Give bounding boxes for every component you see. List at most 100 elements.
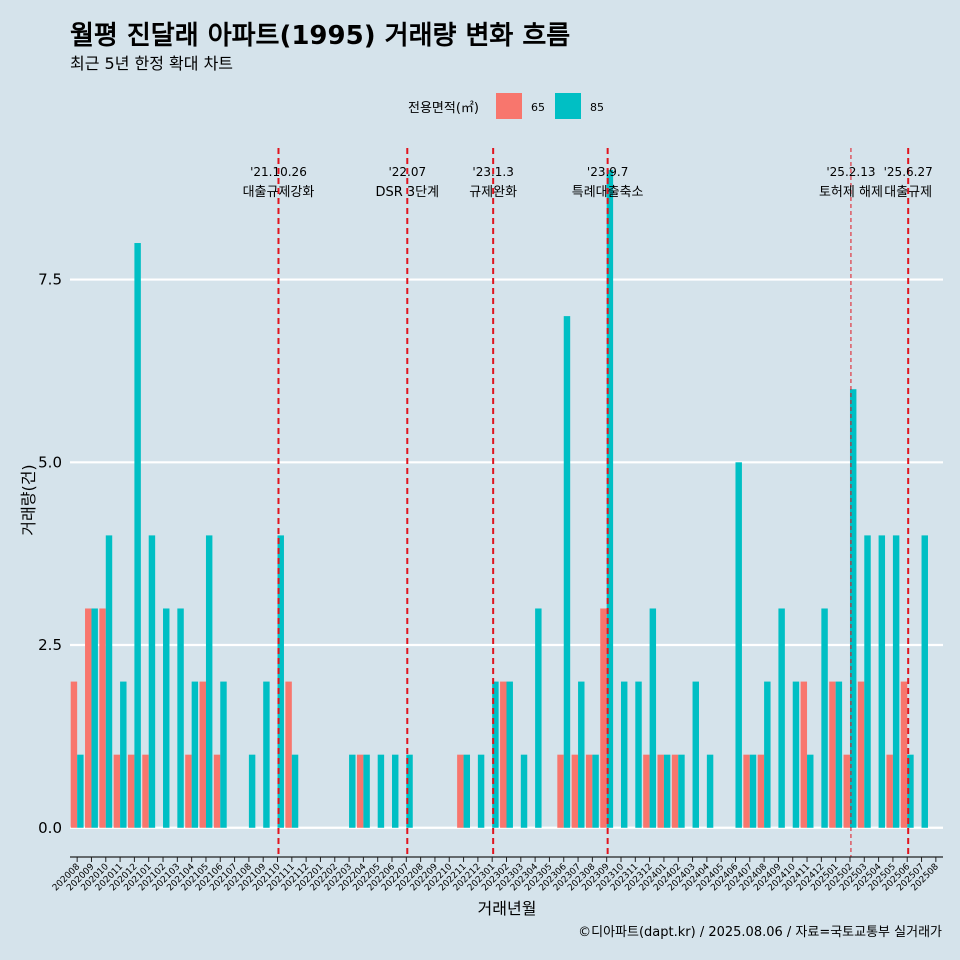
bars	[70, 169, 928, 828]
event-lines: '21.10.26 대출규제강화 '22.07 DSR 3단계 '23.1.3 규제완화 '…	[243, 148, 933, 857]
bar-65-202407	[743, 754, 750, 828]
bar-85-202109	[263, 681, 270, 828]
bar-85-202309	[606, 169, 614, 828]
bar-85-202103	[177, 608, 184, 828]
x-axis-title: 거래년월	[478, 899, 537, 918]
bar-85-202206	[392, 754, 399, 828]
chart-title: 월평 진달래 아파트(1995) 거래량 변화 흐름	[70, 21, 570, 51]
bar-85-202205	[377, 754, 385, 828]
bar-65-202111	[285, 681, 292, 828]
bar-85-202505	[892, 535, 900, 828]
bar-85-202011	[120, 681, 127, 828]
bar-65-202211	[457, 754, 464, 828]
bar-85-202506	[907, 754, 914, 828]
chart-subtitle: 최근 5년 한정 확대 차트	[70, 54, 233, 73]
bar-65-202503	[857, 681, 865, 828]
bar-65-202306	[557, 754, 564, 828]
bar-65-202505	[886, 754, 893, 828]
event-date-label: '22.07	[388, 165, 426, 179]
bar-85-202406	[735, 462, 742, 828]
bar-65-202501	[829, 681, 836, 828]
x-axis: 2020082020092020102020112020122021012021…	[51, 856, 943, 893]
bar-85-202404	[706, 754, 714, 828]
bar-65-202411	[800, 681, 808, 828]
y-tick-label: 2.5	[38, 636, 62, 654]
bar-85-202204	[363, 754, 370, 828]
bar-65-202401	[657, 754, 664, 828]
bar-65-202309	[600, 608, 607, 828]
bar-85-202110	[277, 535, 284, 828]
bar-85-202212	[477, 754, 485, 828]
bar-65-202312	[643, 754, 650, 828]
bar-85-202108	[248, 754, 256, 828]
bar-85-202402	[678, 754, 685, 828]
bar-85-202111	[291, 754, 299, 828]
bar-85-202501	[835, 681, 843, 828]
bar-85-202302	[506, 681, 513, 828]
event-date-label: '25.2.13	[826, 165, 875, 179]
legend-swatch-85	[555, 93, 581, 119]
bar-85-202203	[349, 754, 356, 828]
bar-65-202402	[671, 754, 679, 828]
y-axis-ticks: 0.0 2.5 5.0 7.5	[38, 271, 62, 837]
event-name-label: 대출규제	[884, 185, 932, 200]
bar-85-202008	[77, 754, 84, 828]
bar-85-202010	[105, 535, 113, 828]
y-tick-label: 7.5	[38, 271, 62, 289]
event-name-label: 토허제 해제	[819, 185, 883, 200]
bar-85-202410	[792, 681, 800, 828]
bar-85-202403	[692, 681, 699, 828]
bar-65-202408	[757, 754, 765, 828]
bar-85-202502	[849, 389, 857, 828]
bar-85-202304	[535, 608, 542, 828]
bar-85-202102	[163, 608, 170, 828]
event-name-label: 규제완화	[469, 185, 517, 200]
event-date-label: '23.1.3	[472, 165, 513, 179]
bar-65-202101	[142, 754, 149, 828]
bar-65-202008	[70, 681, 78, 828]
bar-85-202503	[864, 535, 871, 828]
bar-85-202012	[134, 243, 141, 828]
legend-swatch-65	[496, 93, 522, 119]
bar-85-202411	[807, 754, 814, 828]
bar-65-202104	[185, 754, 192, 828]
legend-label-85: 85	[590, 101, 604, 114]
bar-65-202010	[99, 608, 106, 828]
bar-65-202012	[127, 754, 135, 828]
bar-65-202011	[113, 754, 121, 828]
event-name-label: DSR 3단계	[375, 185, 439, 200]
bar-85-202312	[649, 608, 657, 828]
event-date-label: '23.9.7	[587, 165, 628, 179]
bar-65-202106	[213, 754, 221, 828]
bar-85-202105	[205, 535, 213, 828]
bar-85-202504	[878, 535, 886, 828]
bar-65-202105	[199, 681, 206, 828]
event-date-label: '21.10.26	[250, 165, 307, 179]
bar-85-202207	[406, 754, 413, 828]
y-tick-label: 0.0	[38, 819, 62, 837]
bar-65-202302	[500, 681, 507, 828]
bar-85-202303	[520, 754, 528, 828]
bar-85-202301	[492, 681, 499, 828]
caption: ©디아파트(dapt.kr) / 2025.08.06 / 자료=국토교통부 실…	[578, 925, 942, 940]
bar-85-202009	[91, 608, 98, 828]
y-axis-title: 거래량(건)	[19, 464, 38, 535]
bar-85-202306	[563, 316, 571, 828]
bar-65-202308	[585, 754, 593, 828]
bar-85-202408	[764, 681, 771, 828]
bar-85-202409	[778, 608, 785, 828]
event-name-label: 대출규제강화	[243, 185, 315, 200]
bar-85-202412	[821, 608, 828, 828]
bar-85-202104	[191, 681, 199, 828]
legend: 전용면적(㎡) 65 85	[408, 93, 604, 119]
bar-85-202311	[635, 681, 642, 828]
bar-65-202506	[900, 681, 908, 828]
bar-85-202401	[663, 754, 671, 828]
bar-65-202307	[571, 754, 579, 828]
bar-85-202310	[620, 681, 628, 828]
bar-85-202307	[578, 681, 585, 828]
bar-65-202009	[85, 608, 92, 828]
event-name-label: 특례대출축소	[572, 185, 644, 200]
bar-65-202204	[356, 754, 364, 828]
